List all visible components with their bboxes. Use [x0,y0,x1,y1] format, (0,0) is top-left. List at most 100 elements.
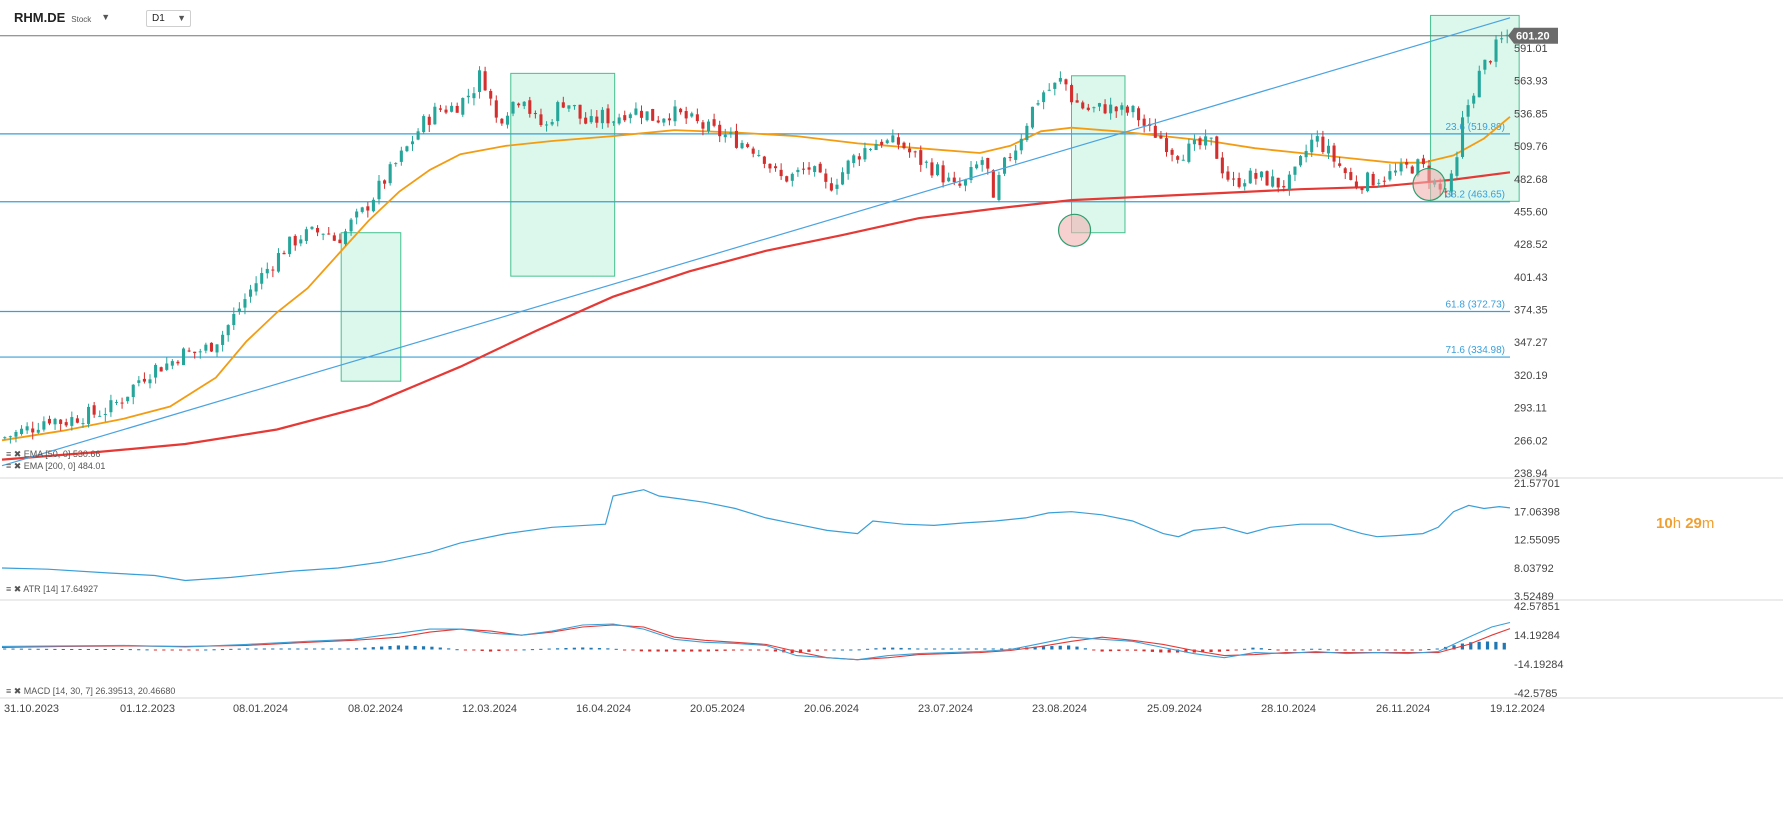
last-price-tag [1508,27,1558,44]
time-axis-label: 28.10.2024 [1261,703,1316,715]
candle-body [1226,171,1230,180]
macd-histogram-bar [1259,648,1263,650]
macd-histogram-bar [103,648,107,650]
candle-body [947,177,951,182]
macd-histogram-bar [949,648,953,650]
candle-body [896,137,900,145]
chevron-down-icon[interactable]: ▼ [101,12,111,22]
macd-histogram-bar [1075,646,1079,650]
candle-body [941,165,945,183]
candle-body [930,162,934,176]
symbol-type: Stock [71,14,92,24]
candle-body [444,109,448,113]
macd-histogram-bar [354,648,359,650]
candle-body [1159,135,1163,139]
symbol-name[interactable]: RHM.DE [14,9,66,25]
macd-histogram-bar [1142,649,1146,652]
macd-histogram-bar [1301,649,1305,651]
candle-body [47,418,52,424]
timeframe-select[interactable]: D1 ▼ [146,10,191,27]
macd-histogram-bar [1418,649,1423,651]
macd-histogram-bar [220,649,225,651]
candle-body [355,211,359,218]
time-axis-label: 16.04.2024 [576,703,631,715]
macd-histogram-bar [1083,648,1087,650]
macd-histogram-bar [178,649,183,651]
macd-histogram-bar [405,645,409,650]
macd-histogram-bar [916,648,920,650]
candle-body [1472,95,1476,104]
macd-histogram-bar [229,648,233,650]
candle-body [891,135,895,143]
symbol-header[interactable]: RHM.DE Stock ▼ [14,6,110,28]
candle-body [1081,102,1085,109]
atr-axis-label: 21.57701 [1514,478,1560,490]
candle-body [489,91,493,99]
candle-body [1282,185,1286,188]
moving-averages [1,116,1511,461]
macd-axis-label: -14.19284 [1514,659,1564,671]
candle-body [1254,172,1258,179]
macd-histogram-bar [1402,649,1406,651]
candle-body [1276,177,1280,188]
macd-histogram-bar [681,649,685,652]
candle-body [1164,138,1169,153]
candle-body [1315,136,1319,142]
candle-body [1131,105,1135,113]
time-axis-label: 20.05.2024 [690,703,745,715]
macd-histogram-bar [237,648,241,650]
candle-body [343,231,348,245]
candle-body [243,299,247,308]
candle-body [902,142,906,149]
candle-body [142,378,146,382]
candle-body [154,364,158,378]
macd-histogram-bar [1117,649,1121,651]
candle-body [1287,174,1291,190]
macd-histogram-bar [480,649,484,651]
highlight-box [1071,75,1126,234]
candle-body [718,124,722,137]
candle-body [1460,117,1465,157]
candle-body [1125,106,1129,113]
ema-200-line [1,171,1511,461]
candle-body [53,418,57,425]
candle-body [807,167,811,170]
macd-histogram-bar [1041,646,1046,650]
candle-body [813,166,817,173]
macd-histogram-bar [1268,648,1272,650]
macd-histogram-bar [329,648,333,650]
macd-histogram-bar [1058,645,1062,650]
macd-histogram-bar [1284,649,1289,651]
indicator-panes [1,489,1511,661]
macd-histogram-bar [36,648,40,650]
candle-body [533,113,537,115]
macd-histogram-bar [1242,648,1247,650]
candle-body [1103,104,1107,114]
candle-body [1114,106,1118,112]
countdown-hours-unit: h [1672,515,1682,532]
macd-histogram-bar [287,648,292,650]
macd-histogram-bar [1067,645,1071,650]
candle-body [126,396,130,402]
macd-histogram-bar [748,649,752,651]
candle-body [528,100,532,114]
candle-body [159,367,163,372]
candle-body [841,172,845,185]
candle-body [1416,159,1420,176]
macd-histogram-bar [86,648,91,650]
candle-body [114,402,119,404]
macd-axis-label: 42.57851 [1514,601,1560,613]
candle-body [148,379,152,384]
macd-histogram-bar [1393,649,1397,651]
macd-histogram-bar [807,649,811,652]
macd-histogram-bar [1184,649,1188,653]
candle-body [1405,162,1409,165]
candle-body [254,283,258,292]
candle-body [321,233,325,235]
time-axis-label: 20.06.2024 [804,703,859,715]
highlight-boxes-layer [340,14,1520,382]
candle-body [1237,177,1241,187]
candle-body [1014,150,1018,160]
macd-histogram-bar [447,648,451,650]
